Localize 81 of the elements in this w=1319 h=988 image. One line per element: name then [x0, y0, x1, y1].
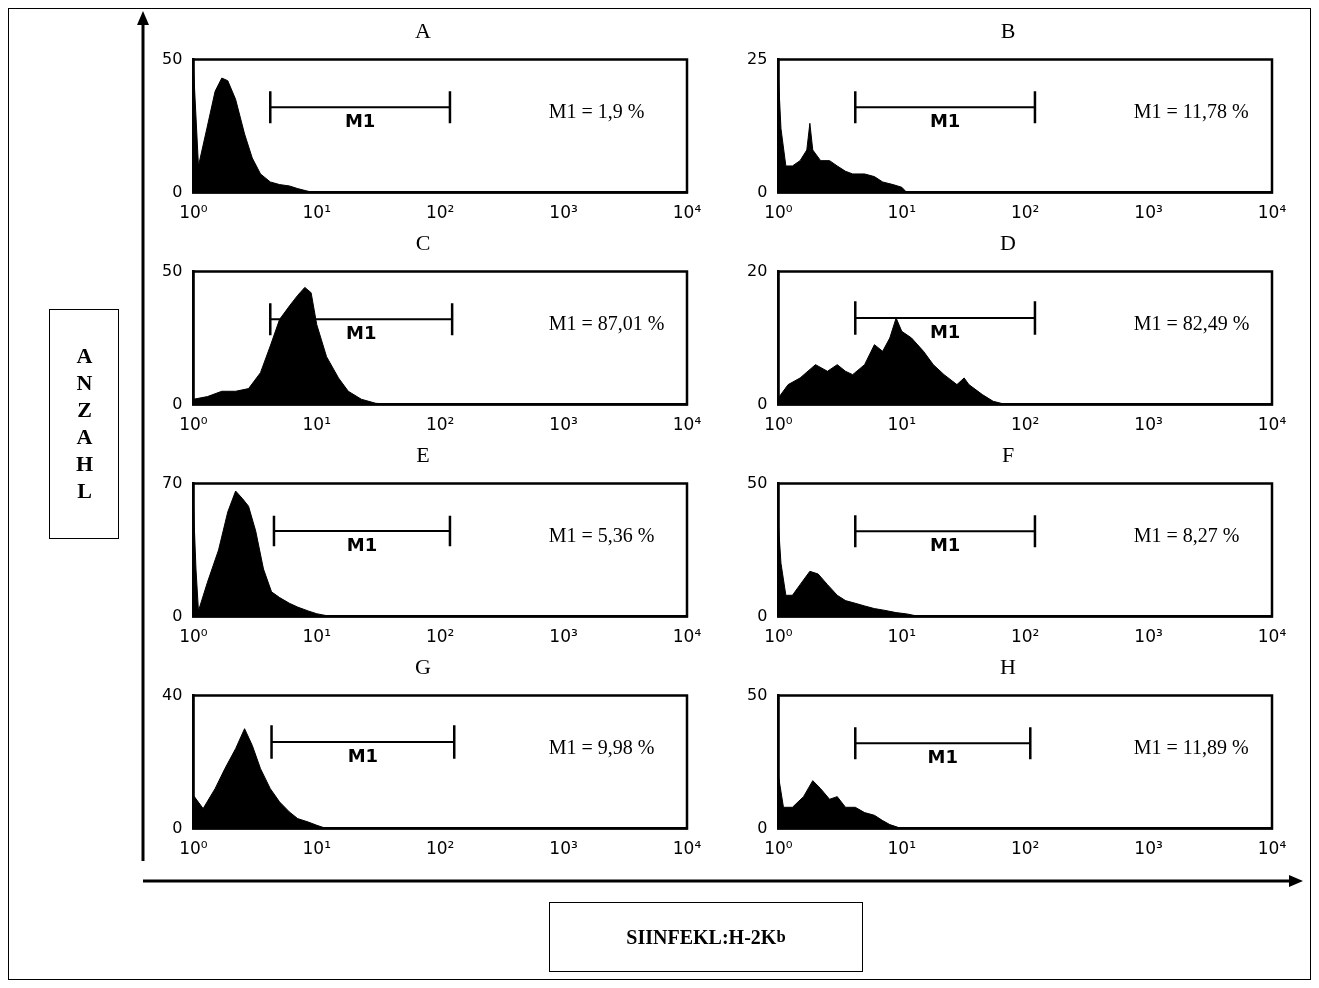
y-tick-label: 0: [172, 181, 183, 201]
series-label: M1: [347, 744, 379, 766]
y-tick-label: 0: [757, 393, 768, 413]
y-tick-label: 0: [172, 817, 183, 837]
y-tick-label: 0: [757, 605, 768, 625]
y-tick-label: 20: [747, 260, 768, 280]
x-tick-label: 10³: [1134, 202, 1163, 223]
annotation: M1 = 8,27 %: [1133, 523, 1240, 546]
x-tick-label: 10⁰: [764, 414, 793, 435]
x-tick-label: 10³: [1134, 626, 1163, 647]
series-label: M1: [345, 322, 377, 344]
x-tick-label: 10⁴: [672, 202, 702, 223]
text: ANZAHL: [71, 343, 97, 505]
x-tick-label: 10²: [425, 838, 455, 859]
x-tick-label: 10³: [549, 838, 578, 859]
y-tick-label: 50: [747, 472, 768, 492]
x-tick-label: 10¹: [887, 838, 916, 859]
chart-title: G: [415, 653, 432, 679]
annotation: M1 = 1,9 %: [548, 99, 645, 122]
annotation: M1 = 11,89 %: [1133, 735, 1249, 758]
x-tick-label: 10²: [1010, 202, 1040, 223]
chart-title: C: [415, 229, 431, 255]
x-tick-label: 10³: [549, 202, 578, 223]
series-label: M1: [929, 534, 961, 556]
x-tick-label: 10⁰: [179, 626, 208, 647]
x-tick-label: 10⁴: [1257, 202, 1287, 223]
x-tick-label: 10⁰: [179, 202, 208, 223]
series-label: M1: [929, 320, 961, 342]
y-tick-label: 50: [162, 48, 183, 68]
x-tick-label: 10⁰: [764, 202, 793, 223]
x-tick-label: 10⁰: [179, 414, 208, 435]
x-tick-label: 10⁴: [1257, 626, 1287, 647]
x-tick-label: 10³: [549, 626, 578, 647]
chart-title: D: [1000, 229, 1016, 255]
x-tick-label: 10¹: [887, 414, 916, 435]
y-tick-label: 0: [757, 181, 768, 201]
x-tick-label: 10⁴: [672, 626, 702, 647]
chart-title: A: [415, 17, 432, 43]
x-tick-label: 10¹: [302, 414, 331, 435]
annotation: M1 = 11,78 %: [1133, 99, 1249, 122]
x-tick-label: 10³: [1134, 414, 1163, 435]
y-tick-label: 0: [172, 605, 183, 625]
chart-title: F: [1001, 441, 1015, 467]
chart-title: E: [416, 441, 430, 467]
x-tick-label: 10²: [425, 626, 455, 647]
x-tick-label: 10⁴: [672, 414, 702, 435]
x-tick-label: 10⁴: [1257, 414, 1287, 435]
y-tick-label: 0: [172, 393, 183, 413]
x-tick-label: 10¹: [302, 838, 331, 859]
y-tick-label: 40: [162, 684, 183, 704]
x-tick-label: 10²: [1010, 626, 1040, 647]
x-tick-label: 10⁰: [179, 838, 208, 859]
series-label: M1: [927, 746, 958, 768]
x-tick-label: 10³: [1134, 838, 1163, 859]
x-tick-label: 10¹: [302, 202, 331, 223]
x-tick-label: 10³: [549, 414, 578, 435]
chart-title: B: [1000, 17, 1016, 43]
annotation: M1 = 82,49 %: [1133, 311, 1250, 334]
x-tick-label: 10²: [425, 202, 455, 223]
x-tick-label: 10²: [1010, 414, 1040, 435]
annotation: M1 = 87,01 %: [548, 311, 665, 334]
x-tick-label: 10¹: [302, 626, 331, 647]
y-tick-label: 50: [747, 684, 768, 704]
y-tick-label: 70: [162, 472, 183, 492]
x-tick-label: 10⁴: [1257, 838, 1287, 859]
x-tick-label: 10⁴: [672, 838, 702, 859]
y-tick-label: 0: [757, 817, 768, 837]
series-label: M1: [346, 533, 378, 555]
x-tick-label: 10²: [425, 414, 455, 435]
x-tick-label: 10⁰: [764, 838, 793, 859]
x-tick-label: 10¹: [887, 202, 916, 223]
series-label: M1: [929, 110, 961, 132]
chart-title: H: [1000, 653, 1017, 679]
series-label: M1: [344, 110, 376, 132]
annotation: M1 = 9,98 %: [548, 735, 655, 758]
x-tick-label: 10²: [1010, 838, 1040, 859]
y-tick-label: 25: [747, 48, 768, 68]
annotation: M1 = 5,36 %: [548, 523, 655, 546]
y-tick-label: 50: [162, 260, 183, 280]
x-tick-label: 10⁰: [764, 626, 793, 647]
x-tick-label: 10¹: [887, 626, 916, 647]
